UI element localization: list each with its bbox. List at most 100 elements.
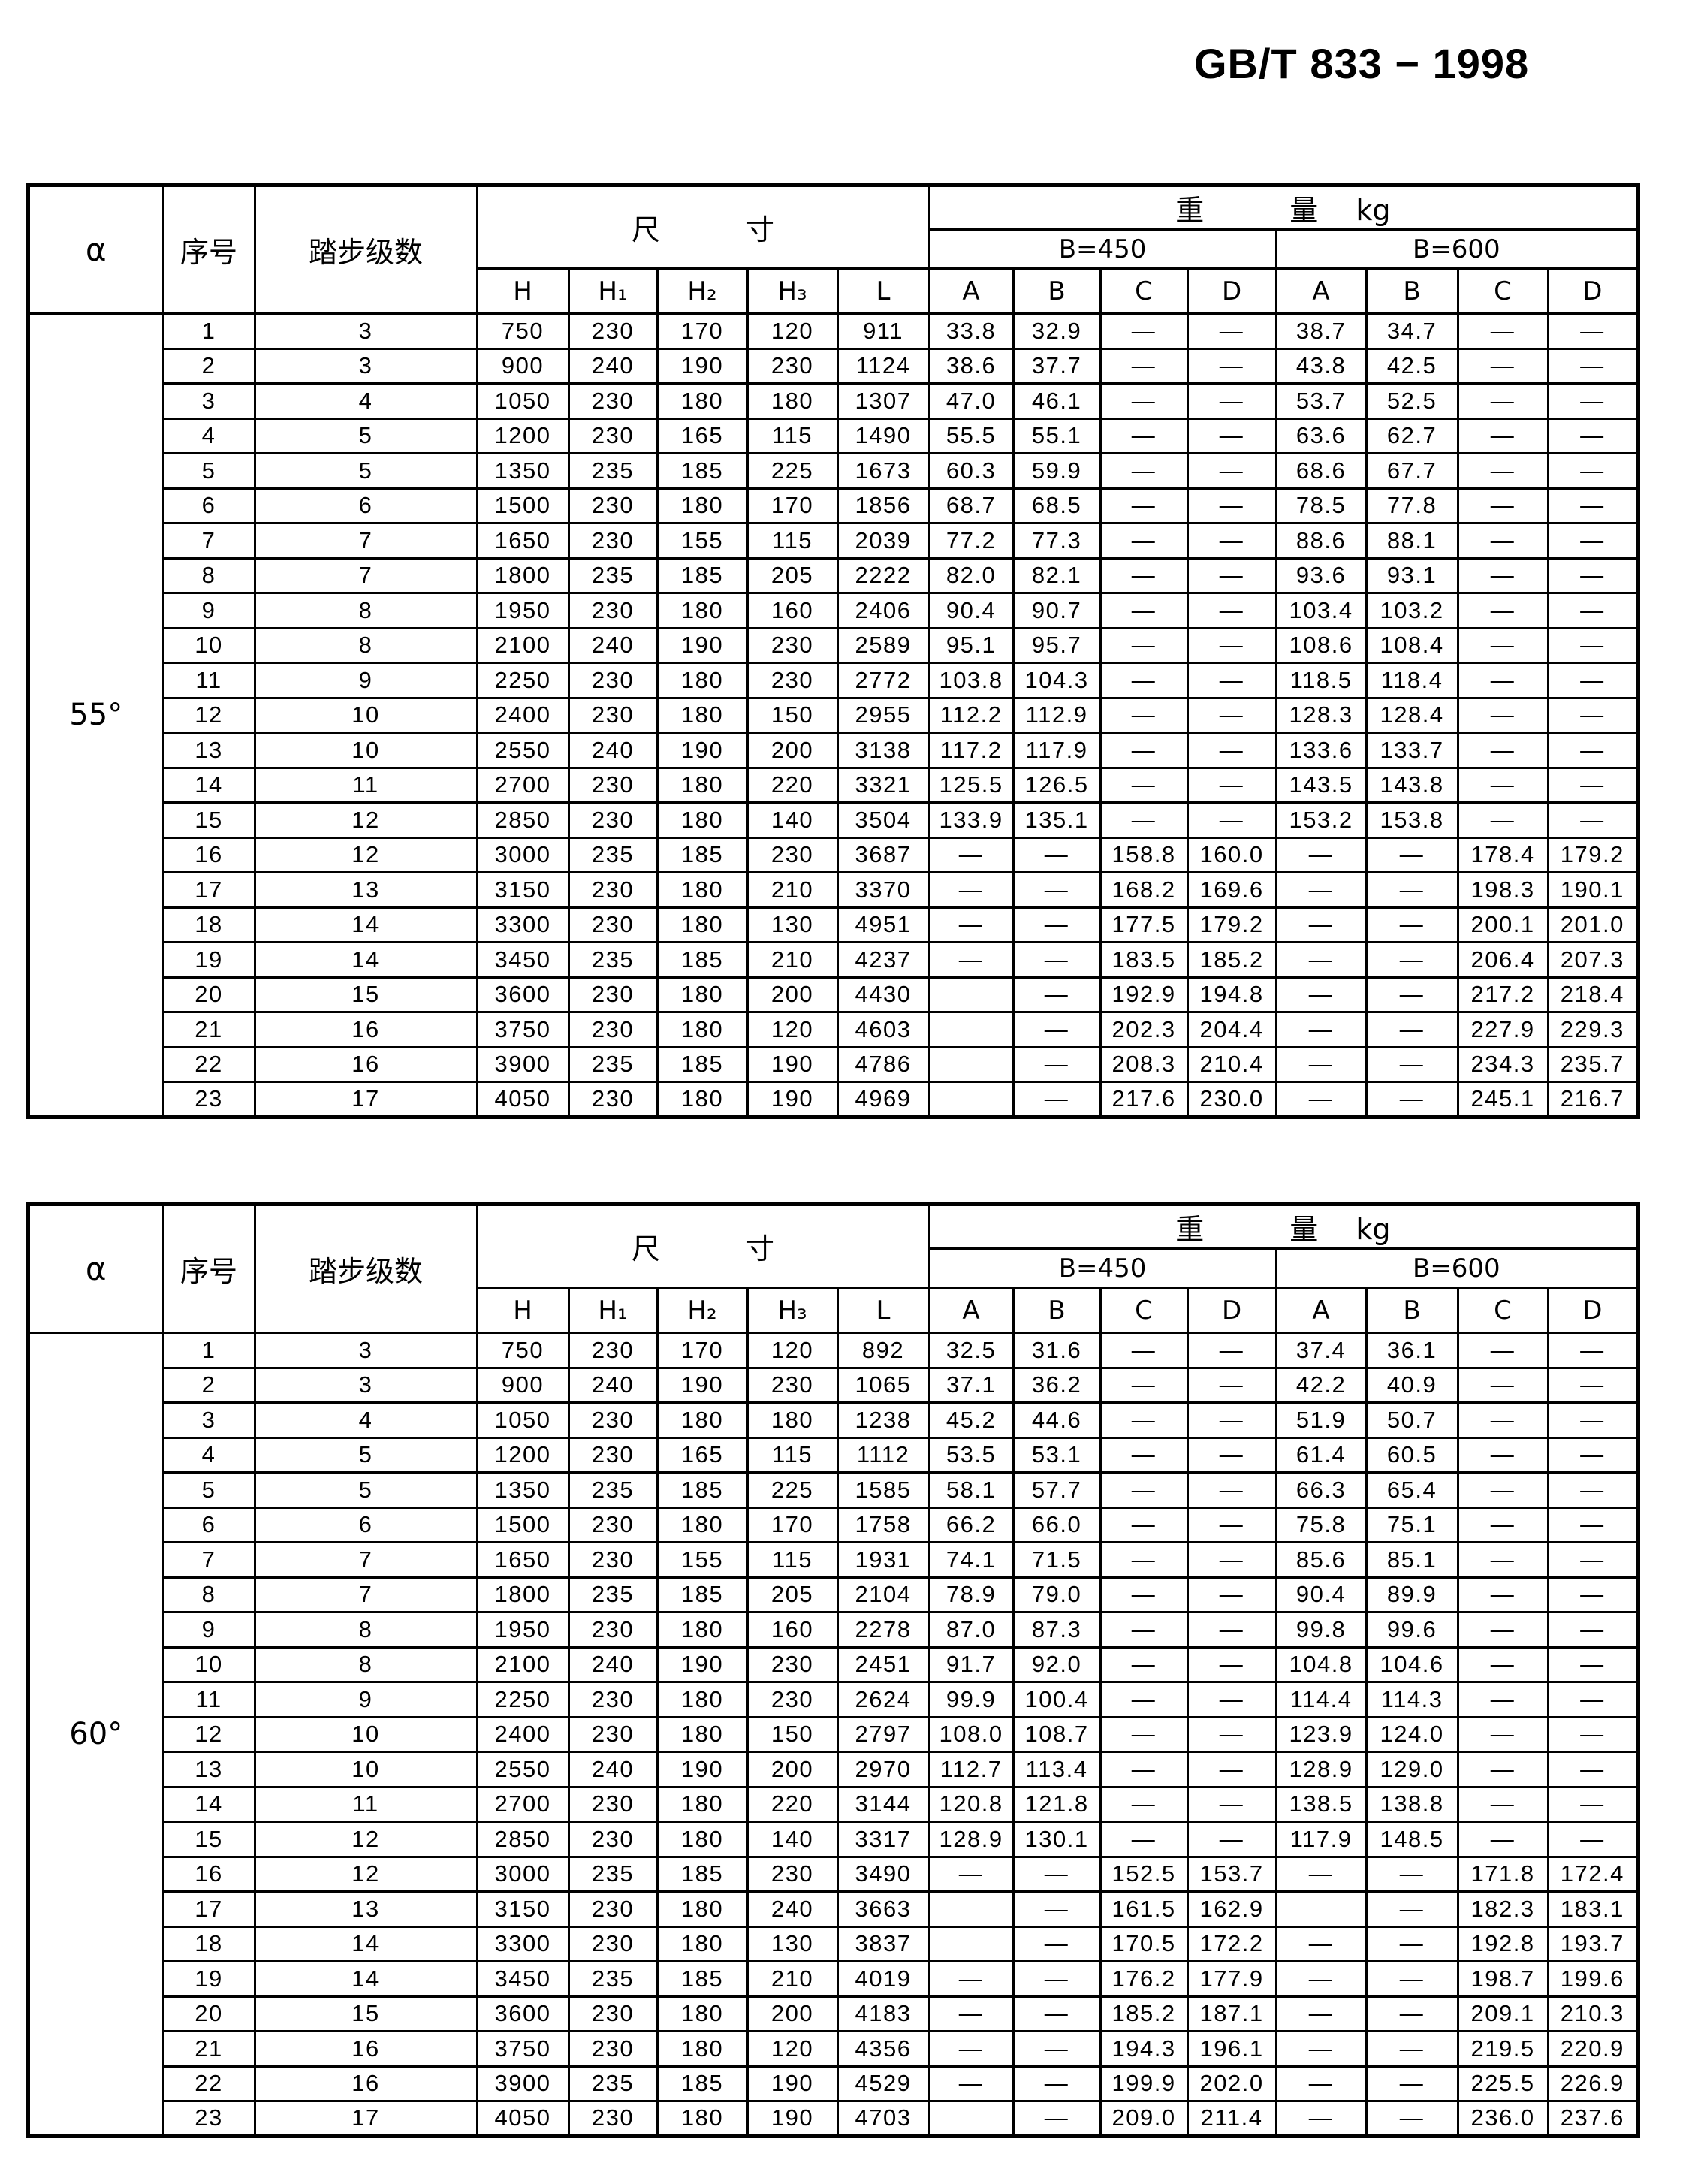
cell: — (1186, 1785, 1277, 1823)
table-row: 21 16 3750 230 180 120 4603—202.3 204.4— —227.9 2… (28, 1011, 1639, 1048)
cell: 12 (253, 836, 478, 873)
cell: 14 (253, 906, 478, 943)
cell: — (1012, 836, 1102, 873)
cell: 179.2 (1546, 836, 1639, 873)
cell (927, 1925, 1015, 1962)
cell: — (1186, 1436, 1277, 1474)
cell: 3750 (475, 2030, 570, 2068)
cell: 16 (161, 836, 256, 873)
cell: 37.1 (927, 1366, 1015, 1404)
cell: 190 (656, 347, 749, 385)
cell: 1856 (836, 487, 930, 524)
cell: 185 (656, 557, 749, 594)
cell: 3300 (475, 906, 570, 943)
cell: — (1546, 452, 1639, 490)
cell: 180 (656, 801, 749, 839)
cell: 1238 (836, 1401, 930, 1439)
cell: — (1099, 662, 1189, 699)
cell: 230 (567, 312, 659, 350)
cell: 200 (746, 1995, 839, 2032)
cell: 2850 (475, 1821, 570, 1858)
cell: 118.5 (1274, 662, 1368, 699)
cell: 33.8 (927, 312, 1015, 350)
cell: — (1456, 1785, 1549, 1823)
cell: 230 (567, 1332, 659, 1369)
cell: 138.8 (1365, 1785, 1459, 1823)
cell: 180 (656, 766, 749, 804)
cell: 74.1 (927, 1541, 1015, 1579)
cell: 235 (567, 452, 659, 490)
cell: 22 (161, 2065, 256, 2102)
cell: — (1186, 347, 1277, 385)
cell: 240 (567, 1366, 659, 1404)
cell: 208.3 (1099, 1045, 1189, 1083)
cell: 187.1 (1186, 1995, 1277, 2032)
cell: 3600 (475, 1995, 570, 2032)
cell: — (1186, 732, 1277, 769)
cell: 15 (253, 1995, 478, 2032)
cell: 220 (746, 766, 839, 804)
table-row: 16 12 3000 235 185 230 3687— —158.8 160.0— —178.4… (28, 836, 1639, 873)
cell: 75.1 (1365, 1506, 1459, 1543)
cell: 225 (746, 452, 839, 490)
cell: — (1365, 2100, 1459, 2137)
cell: — (1546, 1471, 1639, 1509)
cell: 3450 (475, 941, 570, 979)
cell: 185 (656, 1471, 749, 1509)
cell: 235 (567, 836, 659, 873)
cell: 206.4 (1456, 941, 1549, 979)
cell: 10 (253, 696, 478, 734)
cell: 95.1 (927, 626, 1015, 664)
cell: 9 (161, 592, 256, 629)
cell: — (1456, 1506, 1549, 1543)
cell: 198.7 (1456, 1960, 1549, 1998)
cell: — (1186, 801, 1277, 839)
cell: 230 (746, 1646, 839, 1683)
cell: 1490 (836, 417, 930, 454)
cell: — (1546, 312, 1639, 350)
cell: 11 (253, 766, 478, 804)
cell: 16 (253, 1011, 478, 1048)
cell: 16 (253, 1045, 478, 1083)
cell: 205 (746, 1576, 839, 1613)
cell: 234.3 (1456, 1045, 1549, 1083)
col-header-alpha: α (26, 1202, 164, 1334)
cell: 230 (567, 801, 659, 839)
cell: — (1186, 557, 1277, 594)
cell: — (1456, 1751, 1549, 1788)
cell: 180 (656, 2030, 749, 2068)
cell: 13 (253, 871, 478, 909)
cell: 210.3 (1546, 1995, 1639, 2032)
cell: 2624 (836, 1681, 930, 1718)
cell: — (1186, 1332, 1277, 1369)
cell: 2 (161, 1366, 256, 1404)
cell: 130 (746, 906, 839, 943)
cell: 190 (656, 1751, 749, 1788)
cell: 1065 (836, 1366, 930, 1404)
cell: 3663 (836, 1890, 930, 1928)
cell: 5 (253, 1471, 478, 1509)
cell: 3 (161, 1401, 256, 1439)
cell: — (1186, 592, 1277, 629)
cell: 2039 (836, 522, 930, 560)
cell: 180 (656, 1821, 749, 1858)
cell: 63.6 (1274, 417, 1368, 454)
cell: — (927, 2030, 1015, 2068)
cell: 230 (567, 1436, 659, 1474)
cell: 220.9 (1546, 2030, 1639, 2068)
cell: 93.1 (1365, 557, 1459, 594)
cell: — (1099, 732, 1189, 769)
cell: 750 (475, 312, 570, 350)
cell: — (927, 836, 1015, 873)
cell: 230 (746, 1855, 839, 1893)
cell: 15 (161, 1821, 256, 1858)
cell: 17 (253, 1081, 478, 1118)
cell: 3317 (836, 1821, 930, 1858)
cell: 104.6 (1365, 1646, 1459, 1683)
cell: 71.5 (1012, 1541, 1102, 1579)
cell: 103.4 (1274, 592, 1368, 629)
cell: 14 (161, 1785, 256, 1823)
cell: 133.9 (927, 801, 1015, 839)
cell: — (1546, 1611, 1639, 1649)
cell: 2772 (836, 662, 930, 699)
